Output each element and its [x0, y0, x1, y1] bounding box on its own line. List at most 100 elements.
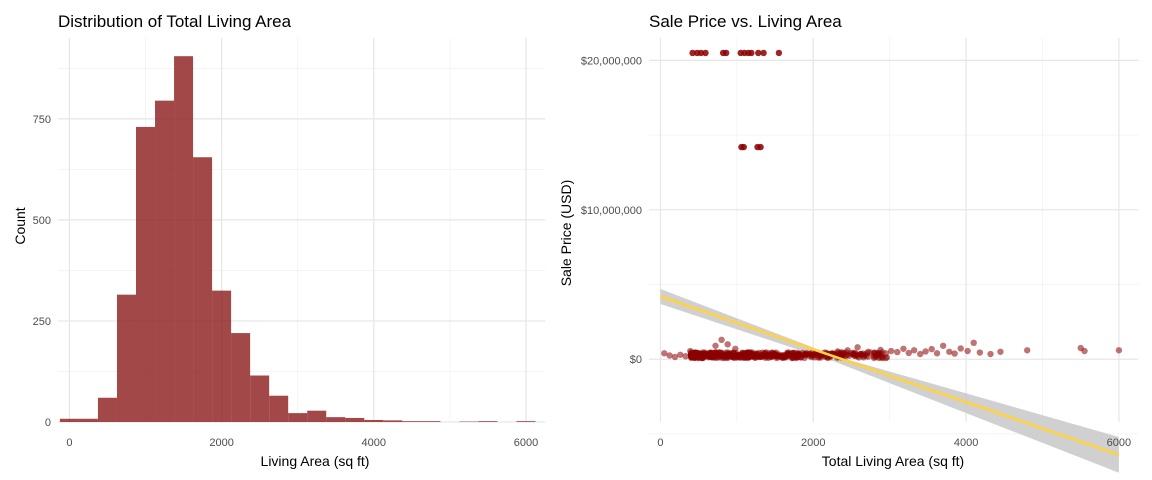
histogram-bar: [193, 157, 213, 422]
histogram-y-tick-label: 250: [33, 316, 51, 328]
scatter-point: [933, 350, 941, 357]
scatter-point: [859, 350, 867, 357]
scatter-trend-line: [660, 295, 1120, 457]
scatter-point: [677, 351, 684, 358]
scatter-point: [900, 345, 907, 352]
scatter-point: [849, 349, 857, 357]
scatter-point: [712, 342, 719, 349]
scatter-point: [917, 350, 924, 358]
scatter-outlier-point: [757, 143, 764, 151]
histogram-bar: [478, 421, 498, 422]
scatter-outlier-point: [702, 49, 709, 57]
histogram-bar: [516, 421, 536, 422]
scatter-point: [882, 354, 890, 362]
histogram-bar: [288, 413, 308, 422]
scatter-point: [687, 347, 694, 355]
scatter-point: [957, 345, 964, 352]
scatter-point: [724, 341, 731, 348]
histogram-bar: [345, 417, 365, 422]
histogram-bar: [212, 290, 232, 422]
scatter-point: [661, 350, 668, 357]
histogram-bar: [135, 126, 156, 422]
scatter-point: [951, 350, 958, 357]
scatter-point: [839, 350, 846, 358]
histogram-bar: [116, 294, 136, 422]
scatter-point: [732, 345, 739, 352]
scatter-outlier-point: [740, 143, 747, 151]
scatter-panel: Sale Price vs. Living Area 0 2000 4000 6000…: [558, 12, 1138, 473]
scatter-points: [661, 49, 1123, 362]
scatter-point: [854, 344, 861, 351]
histogram-bar: [97, 397, 117, 422]
scatter-point: [976, 349, 984, 356]
histogram-bar: [383, 420, 403, 422]
scatter-point: [666, 352, 673, 359]
histogram-bar: [364, 419, 384, 422]
scatter-x-axis-title: Total Living Area (sq ft): [822, 453, 964, 469]
histogram-x-ticks: 0 2000 4000 6000: [66, 437, 538, 449]
histogram-bar: [59, 418, 79, 422]
scatter-point: [844, 347, 851, 354]
scatter-point: [987, 350, 994, 358]
histogram-bar: [174, 56, 194, 422]
histogram-x-tick-label: 4000: [362, 437, 386, 449]
histogram-bar: [307, 410, 327, 422]
histogram-bar: [155, 100, 175, 422]
scatter-point: [671, 353, 679, 361]
scatter-point: [882, 350, 890, 357]
scatter-point: [721, 352, 728, 359]
scatter-outlier-point: [775, 49, 783, 57]
scatter-x-tick-label: 2000: [801, 437, 825, 449]
histogram-bars: [59, 56, 536, 422]
histogram-y-ticks: 0 250 500 750: [33, 114, 51, 429]
histogram-y-axis-title: Count: [12, 207, 28, 244]
scatter-y-tick-label: $0: [630, 354, 642, 366]
histogram-y-tick-label: 0: [45, 417, 51, 429]
histogram-x-axis-title: Living Area (sq ft): [261, 453, 370, 469]
scatter-x-tick-label: 0: [657, 437, 663, 449]
scatter-outlier-point: [689, 49, 696, 57]
scatter-title: Sale Price vs. Living Area: [649, 12, 842, 31]
scatter-point: [946, 348, 953, 355]
scatter-y-tick-label: $20,000,000: [581, 55, 642, 67]
scatter-point: [997, 348, 1004, 355]
scatter-point: [877, 346, 884, 354]
scatter-point: [709, 354, 716, 361]
histogram-bar: [269, 395, 289, 422]
scatter-point: [964, 347, 971, 355]
histogram-y-tick-label: 500: [33, 215, 51, 227]
scatter-point: [928, 345, 935, 353]
histogram-bar: [421, 421, 441, 422]
scatter-point: [939, 342, 947, 349]
scatter-point: [715, 351, 722, 358]
scatter-outlier-point: [697, 49, 705, 57]
scatter-outlier-point: [722, 49, 730, 57]
scatter-x-tick-label: 6000: [1107, 437, 1131, 449]
scatter-point: [922, 348, 929, 355]
regression-line: [660, 295, 1120, 457]
scatter-point: [718, 336, 725, 344]
histogram-bar: [231, 333, 251, 422]
scatter-point: [888, 347, 895, 355]
histogram-bar: [402, 421, 422, 422]
histogram-bar: [250, 375, 270, 422]
scatter-point: [871, 349, 878, 356]
histogram-bar: [326, 417, 346, 422]
scatter-y-tick-label: $10,000,000: [581, 205, 642, 217]
scatter-x-ticks: 0 2000 4000 6000: [657, 437, 1131, 449]
scatter-point: [1115, 347, 1123, 354]
scatter-y-ticks: $0 $10,000,000 $20,000,000: [581, 55, 642, 366]
histogram-title: Distribution of Total Living Area: [58, 12, 292, 31]
scatter-point: [682, 353, 689, 360]
scatter-point: [970, 339, 977, 347]
scatter-y-axis-title: Sale Price (USD): [558, 180, 574, 287]
scatter-outlier-point: [755, 49, 762, 57]
scatter-point: [1081, 347, 1088, 355]
histogram-y-tick-label: 750: [33, 114, 51, 126]
scatter-point: [910, 347, 918, 354]
histogram-bar: [78, 418, 98, 422]
histogram-x-tick-label: 6000: [514, 437, 538, 449]
scatter-x-tick-label: 4000: [954, 437, 978, 449]
histogram-panel: Distribution of Total Living Area 0 2000 4…: [12, 12, 545, 469]
